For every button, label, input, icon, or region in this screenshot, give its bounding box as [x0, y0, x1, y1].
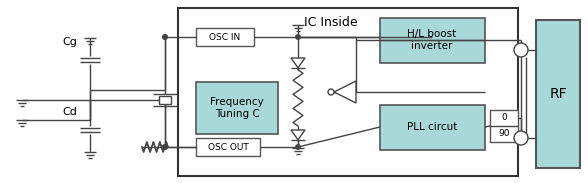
Circle shape — [163, 35, 167, 39]
Bar — [159, 96, 171, 104]
Bar — [196, 28, 254, 46]
Text: H/L boost
inverter: H/L boost inverter — [407, 29, 457, 51]
Text: Cd: Cd — [62, 107, 78, 117]
Bar — [536, 20, 580, 168]
Text: PLL circut: PLL circut — [407, 122, 457, 132]
Polygon shape — [291, 130, 305, 140]
Bar — [380, 105, 485, 150]
Circle shape — [296, 35, 300, 39]
Text: RF: RF — [549, 87, 567, 101]
Circle shape — [296, 145, 300, 149]
Bar — [380, 18, 485, 63]
Bar — [490, 110, 518, 142]
Text: 90: 90 — [498, 130, 510, 139]
Circle shape — [328, 89, 334, 95]
Text: OSC OUT: OSC OUT — [208, 143, 248, 152]
Text: Cg: Cg — [62, 37, 78, 47]
Text: 0: 0 — [501, 113, 507, 122]
Circle shape — [514, 43, 528, 57]
Circle shape — [163, 145, 167, 149]
Polygon shape — [334, 81, 356, 103]
Bar — [196, 138, 260, 156]
Circle shape — [163, 145, 167, 149]
Circle shape — [514, 131, 528, 145]
Text: Frequency
Tuning C: Frequency Tuning C — [210, 97, 264, 119]
Bar — [178, 8, 518, 176]
Polygon shape — [291, 58, 305, 68]
Bar — [196, 82, 278, 134]
Text: OSC IN: OSC IN — [209, 33, 240, 42]
Text: IC Inside: IC Inside — [304, 16, 358, 29]
Circle shape — [163, 35, 167, 39]
